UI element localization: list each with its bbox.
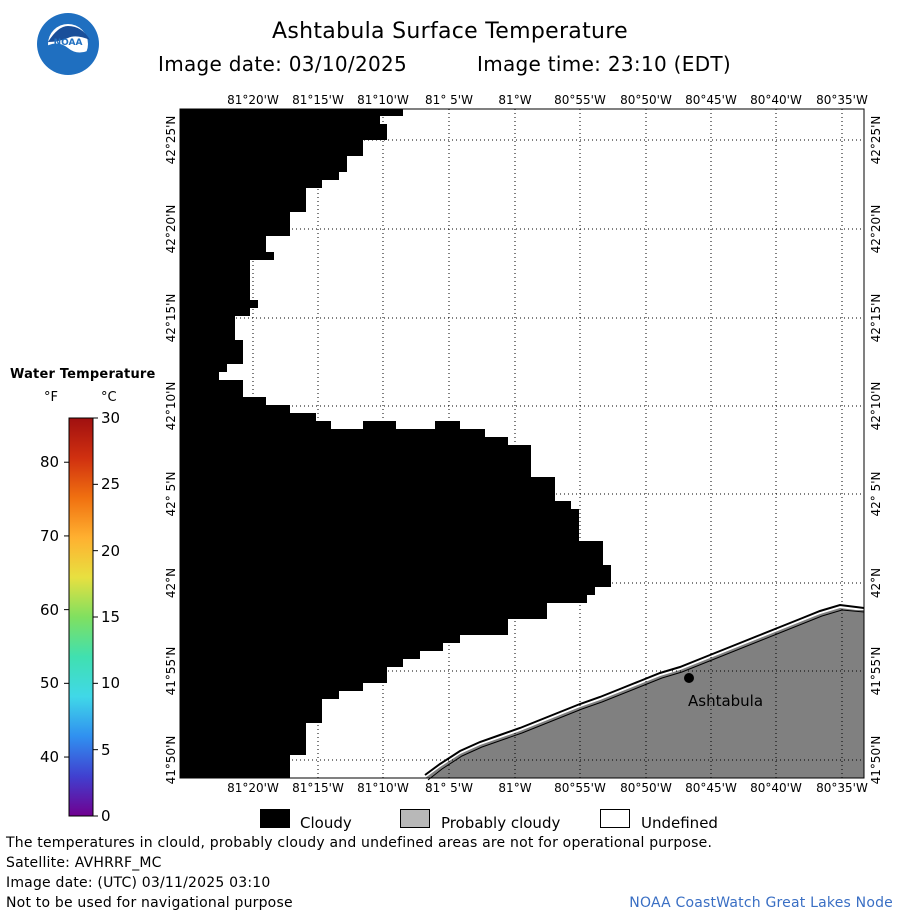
key-label-undefined: Undefined <box>641 814 718 832</box>
fahrenheit-tick-label: 40 <box>40 748 60 767</box>
page-title: Ashtabula Surface Temperature <box>272 19 628 44</box>
lon-label-bottom: 80°40'W <box>750 781 802 795</box>
lat-label-right: 41°55'N <box>869 646 883 696</box>
lon-label-bottom: 81°20'W <box>227 781 279 795</box>
lat-label-right: 42°25'N <box>869 115 883 165</box>
place-label-ashtabula: Ashtabula <box>688 692 764 710</box>
lat-label-left: 42°N <box>164 567 178 599</box>
lat-label-right: 42°10'N <box>869 381 883 431</box>
lon-label-top: 81°15'W <box>292 93 344 107</box>
fahrenheit-tick-label: 60 <box>40 600 60 619</box>
image-time: Image time: 23:10 (EDT) <box>477 52 732 76</box>
key-label-probably-cloudy: Probably cloudy <box>441 814 561 832</box>
lat-label-left: 42°15'N <box>164 293 178 343</box>
celsius-tick-label: 20 <box>101 541 121 560</box>
lon-label-top: 81°W <box>498 93 532 107</box>
fahrenheit-tick-label: 80 <box>40 453 60 472</box>
unit-celsius: °C <box>101 390 117 405</box>
key-label-cloudy: Cloudy <box>300 814 352 832</box>
key-swatch-probably-cloudy <box>400 809 430 828</box>
noaa-logo: NOAA <box>37 13 99 75</box>
lat-label-right: 41°50'N <box>869 735 883 785</box>
shoreline <box>424 603 865 776</box>
lon-label-top: 81°20'W <box>227 93 279 107</box>
footer-navigation-warning: Not to be used for navigational purpose <box>6 895 293 911</box>
lat-label-left: 41°55'N <box>164 646 178 696</box>
probably-cloudy-area <box>425 608 864 778</box>
lon-label-bottom: 80°45'W <box>685 781 737 795</box>
lon-label-bottom: 81° 5'W <box>425 781 473 795</box>
lon-label-top: 81°10'W <box>357 93 409 107</box>
celsius-tick-label: 10 <box>101 674 121 693</box>
lon-label-bottom: 80°50'W <box>620 781 672 795</box>
fahrenheit-tick-label: 50 <box>40 674 60 693</box>
lat-label-left: 41°50'N <box>164 735 178 785</box>
lat-label-left: 42° 5'N <box>164 471 178 517</box>
lat-label-right: 42°15'N <box>869 293 883 343</box>
lat-label-right: 42°N <box>869 567 883 599</box>
footer-disclaimer: The temperatures in clould, probably clo… <box>6 835 713 851</box>
lon-label-top: 80°40'W <box>750 93 802 107</box>
lon-label-top: 80°50'W <box>620 93 672 107</box>
footer-satellite: Satellite: AVHRRF_MC <box>6 855 162 871</box>
lon-label-top: 80°55'W <box>554 93 606 107</box>
ashtabula-marker <box>684 673 694 683</box>
celsius-tick-label: 15 <box>101 608 121 626</box>
celsius-tick-label: 0 <box>101 807 111 825</box>
key-swatch-undefined <box>600 809 630 828</box>
celsius-tick-label: 30 <box>101 409 121 427</box>
lon-label-bottom: 81°W <box>498 781 532 795</box>
lat-label-right: 42°20'N <box>869 204 883 254</box>
lon-label-bottom: 80°35'W <box>816 781 868 795</box>
unit-fahrenheit: °F <box>44 390 58 405</box>
lon-label-top: 80°45'W <box>685 93 737 107</box>
footer-utc-date: Image date: (UTC) 03/11/2025 03:10 <box>6 875 271 891</box>
lat-label-left: 42°20'N <box>164 204 178 254</box>
logo-text: NOAA <box>54 38 83 48</box>
lat-label-left: 42°25'N <box>164 115 178 165</box>
credit-link[interactable]: NOAA CoastWatch Great Lakes Node <box>629 895 893 911</box>
map-frame <box>179 108 865 779</box>
lon-label-bottom: 80°55'W <box>554 781 606 795</box>
lon-label-top: 80°35'W <box>816 93 868 107</box>
image-date: Image date: 03/10/2025 <box>158 52 408 76</box>
color-bar-ticks <box>64 417 98 817</box>
celsius-tick-label: 5 <box>101 740 111 759</box>
lon-label-bottom: 81°15'W <box>292 781 344 795</box>
legend-title: Water Temperature <box>10 367 156 382</box>
color-bar <box>68 417 94 817</box>
lat-label-left: 42°10'N <box>164 381 178 431</box>
fahrenheit-tick-label: 70 <box>40 526 60 545</box>
lat-label-right: 42° 5'N <box>869 471 883 517</box>
lon-label-bottom: 81°10'W <box>357 781 409 795</box>
key-swatch-cloudy <box>260 809 290 828</box>
celsius-tick-label: 25 <box>101 475 121 494</box>
lon-label-top: 81° 5'W <box>425 93 473 107</box>
cloudy-area <box>180 109 611 778</box>
